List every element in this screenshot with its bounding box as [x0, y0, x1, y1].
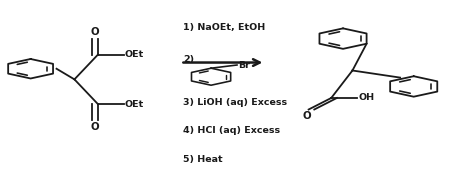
Text: 4) HCl (aq) Excess: 4) HCl (aq) Excess — [183, 126, 280, 135]
Text: OH: OH — [358, 93, 374, 102]
Text: O: O — [91, 27, 100, 37]
Text: OEt: OEt — [125, 100, 144, 109]
Text: 5) Heat: 5) Heat — [183, 155, 222, 164]
Text: O: O — [91, 122, 100, 132]
Text: 1) NaOEt, EtOH: 1) NaOEt, EtOH — [183, 23, 265, 32]
Text: 2): 2) — [183, 55, 194, 64]
Text: 3) LiOH (aq) Excess: 3) LiOH (aq) Excess — [183, 98, 287, 107]
Text: O: O — [302, 111, 311, 121]
Text: Br: Br — [238, 60, 250, 69]
Text: OEt: OEt — [125, 50, 144, 59]
